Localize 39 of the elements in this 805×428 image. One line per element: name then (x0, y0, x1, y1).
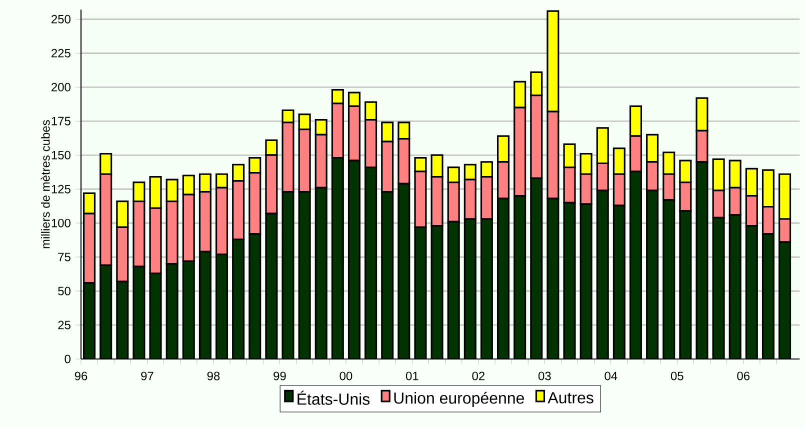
bar (662, 173, 676, 201)
x-tick-label: 97 (141, 372, 154, 380)
x-tick-label: 05 (670, 372, 684, 380)
bar (464, 178, 476, 220)
y-tick-label: 250 (52, 14, 70, 24)
x-tick-label: 99 (274, 372, 286, 380)
x-tick-label: 02 (472, 372, 484, 380)
x-tick-label: 03 (538, 372, 551, 380)
bar (612, 173, 626, 206)
bar (712, 190, 725, 218)
bar (447, 181, 460, 223)
y-tick-label: 200 (52, 82, 70, 92)
bar (728, 186, 742, 216)
y-tick-label: 100 (52, 218, 70, 228)
x-tick-label: 96 (74, 372, 88, 380)
x-tick-label: 06 (737, 372, 750, 380)
bar (580, 173, 592, 205)
bar (596, 162, 609, 192)
bar (480, 176, 493, 220)
bar (646, 161, 659, 192)
y-tick-label: 75 (58, 252, 70, 262)
x-tick-label: 04 (604, 372, 618, 380)
bar (497, 161, 510, 200)
x-tick-label: 01 (406, 372, 418, 380)
y-tick-label: 150 (52, 150, 70, 160)
legend-label: Union européenne (394, 392, 524, 407)
bar (563, 166, 576, 204)
legend-label: Autres (548, 392, 594, 404)
bar (679, 181, 692, 212)
y-tick-label: 50 (58, 286, 70, 296)
y-tick-label: 25 (58, 320, 70, 330)
y-tick-label: 125 (52, 184, 70, 194)
y-tick-label: 225 (52, 48, 70, 58)
x-tick-label: 00 (340, 372, 352, 380)
y-axis-title: milliers de mètres cubes (40, 120, 50, 248)
x-tick-label: 98 (207, 372, 220, 380)
legend-label: États-Unis (298, 390, 370, 405)
y-tick-label: 0 (64, 354, 70, 364)
y-tick-label: 175 (52, 116, 70, 126)
